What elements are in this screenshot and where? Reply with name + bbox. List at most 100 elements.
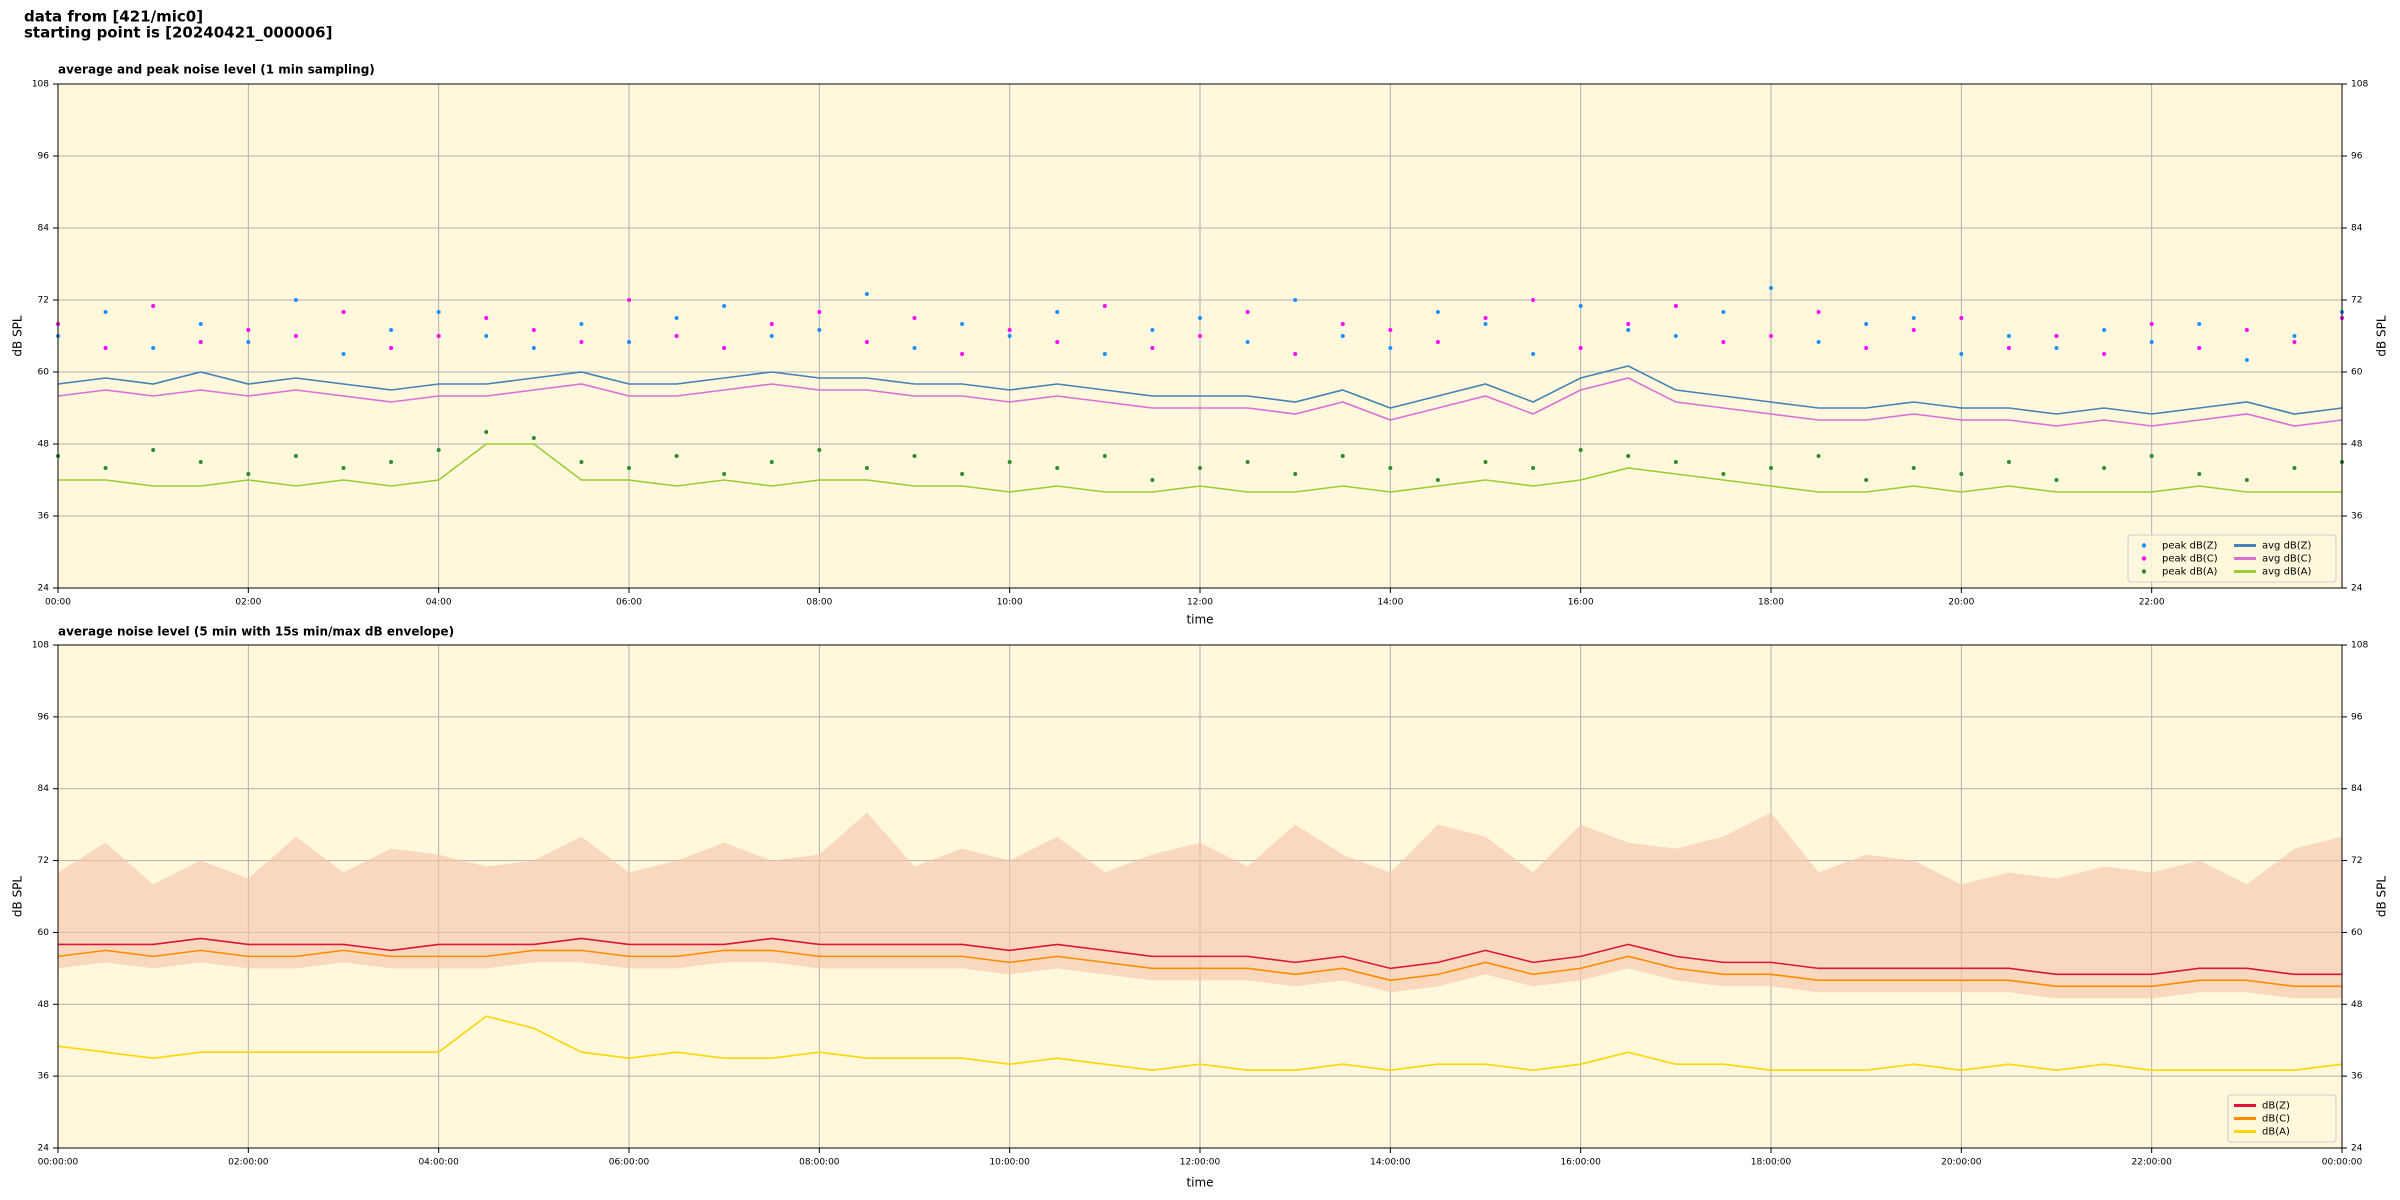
x-tick-label: 14:00:00 bbox=[1370, 1158, 1411, 1168]
x-tick-label: 08:00 bbox=[806, 598, 832, 608]
peak-point bbox=[2244, 358, 2249, 362]
y-tick-label: 36 bbox=[38, 512, 50, 522]
peak-point bbox=[2149, 454, 2154, 458]
peak-point bbox=[1340, 322, 1345, 326]
peak-point bbox=[769, 322, 774, 326]
x-tick-label: 10:00 bbox=[997, 598, 1023, 608]
y-tick-label-right: 108 bbox=[2351, 641, 2368, 651]
peak-point bbox=[436, 310, 441, 314]
peak-point bbox=[2244, 328, 2249, 332]
peak-point bbox=[2102, 352, 2107, 356]
x-tick-label: 20:00 bbox=[1948, 598, 1974, 608]
peak-point bbox=[1245, 340, 1250, 344]
y-tick-label-right: 84 bbox=[2351, 784, 2363, 794]
x-tick-label: 18:00 bbox=[1758, 598, 1784, 608]
peak-point bbox=[864, 340, 869, 344]
peak-point bbox=[1388, 346, 1393, 350]
y-tick-label-right: 60 bbox=[2351, 928, 2363, 938]
peak-point bbox=[389, 460, 394, 464]
x-tick-label: 16:00:00 bbox=[1560, 1158, 1601, 1168]
peak-point bbox=[389, 346, 394, 350]
peak-point bbox=[1816, 310, 1821, 314]
peak-point bbox=[1483, 316, 1488, 320]
peak-point bbox=[627, 298, 631, 302]
legend-label: dB(C) bbox=[2262, 1114, 2290, 1125]
peak-point bbox=[1959, 352, 1964, 356]
peak-point bbox=[389, 328, 394, 332]
y-tick-label: 24 bbox=[38, 584, 50, 594]
peak-point bbox=[2197, 472, 2202, 476]
peak-point bbox=[769, 460, 774, 464]
peak-point bbox=[1721, 340, 1726, 344]
y-tick-label-right: 24 bbox=[2351, 584, 2363, 594]
x-tick-label: 12:00 bbox=[1187, 598, 1213, 608]
peak-point bbox=[627, 340, 631, 344]
y-tick-label-right: 60 bbox=[2351, 368, 2363, 378]
peak-point bbox=[2149, 340, 2154, 344]
chart-title: average and peak noise level (1 min samp… bbox=[58, 63, 375, 77]
peak-point bbox=[627, 466, 631, 470]
y-tick-label-right: 72 bbox=[2351, 856, 2362, 866]
y-tick-label: 36 bbox=[38, 1072, 50, 1082]
peak-point bbox=[341, 352, 346, 356]
peak-point bbox=[2149, 322, 2154, 326]
peak-point bbox=[2006, 460, 2011, 464]
y-tick-label: 24 bbox=[38, 1144, 50, 1154]
peak-point bbox=[198, 340, 203, 344]
y-tick-label-right: 72 bbox=[2351, 296, 2362, 306]
peak-point bbox=[960, 352, 965, 356]
peak-point bbox=[960, 472, 965, 476]
peak-point bbox=[1055, 340, 1060, 344]
peak-point bbox=[722, 472, 727, 476]
series-line bbox=[57, 377, 2343, 427]
legend-label: avg dB(A) bbox=[2262, 567, 2312, 578]
x-tick-label: 06:00 bbox=[616, 598, 642, 608]
peak-point bbox=[151, 448, 156, 452]
legend-label: avg dB(C) bbox=[2262, 554, 2312, 565]
peak-point bbox=[2054, 334, 2059, 338]
y-tick-label: 60 bbox=[38, 928, 50, 938]
peak-point bbox=[722, 304, 727, 308]
peak-point bbox=[103, 466, 108, 470]
peak-point bbox=[1578, 448, 1583, 452]
peak-point bbox=[151, 346, 156, 350]
peak-point bbox=[1007, 334, 1012, 338]
y-tick-label-right: 84 bbox=[2351, 224, 2363, 234]
peak-point bbox=[2006, 334, 2011, 338]
legend-marker bbox=[2141, 543, 2147, 548]
peak-point bbox=[1150, 346, 1155, 350]
peak-point bbox=[1626, 328, 1631, 332]
peak-point bbox=[1673, 460, 1678, 464]
y-tick-label: 84 bbox=[38, 224, 50, 234]
page-title: data from [421/mic0] bbox=[24, 8, 203, 26]
peak-point bbox=[1198, 316, 1202, 320]
x-tick-label: 04:00 bbox=[426, 598, 452, 608]
peak-point bbox=[674, 316, 679, 320]
y-tick-label: 96 bbox=[38, 712, 50, 722]
peak-point bbox=[1293, 472, 1298, 476]
peak-point bbox=[579, 460, 584, 464]
x-tick-label: 16:00 bbox=[1568, 598, 1594, 608]
peak-point bbox=[2244, 478, 2249, 482]
peak-point bbox=[1245, 460, 1250, 464]
peak-point bbox=[484, 316, 489, 320]
peak-point bbox=[1769, 334, 1773, 338]
peak-point bbox=[2054, 346, 2059, 350]
peak-point bbox=[2054, 478, 2059, 482]
legend-label: dB(A) bbox=[2262, 1127, 2290, 1138]
legend-marker bbox=[2141, 569, 2147, 574]
peak-point bbox=[246, 472, 251, 476]
x-tick-label: 02:00:00 bbox=[228, 1158, 269, 1168]
y-axis-label-right: dB SPL bbox=[2375, 315, 2389, 357]
peak-point bbox=[1483, 322, 1488, 326]
peak-point bbox=[2292, 334, 2297, 338]
peak-point bbox=[579, 322, 584, 326]
x-tick-label: 12:00:00 bbox=[1180, 1158, 1221, 1168]
y-tick-label: 48 bbox=[38, 1000, 50, 1010]
peak-point bbox=[1293, 298, 1298, 302]
series-line bbox=[57, 949, 2342, 988]
peak-point bbox=[1102, 304, 1107, 308]
peak-point bbox=[1150, 328, 1155, 332]
legend-label: dB(Z) bbox=[2262, 1101, 2290, 1112]
x-tick-label: 00:00 bbox=[45, 598, 71, 608]
